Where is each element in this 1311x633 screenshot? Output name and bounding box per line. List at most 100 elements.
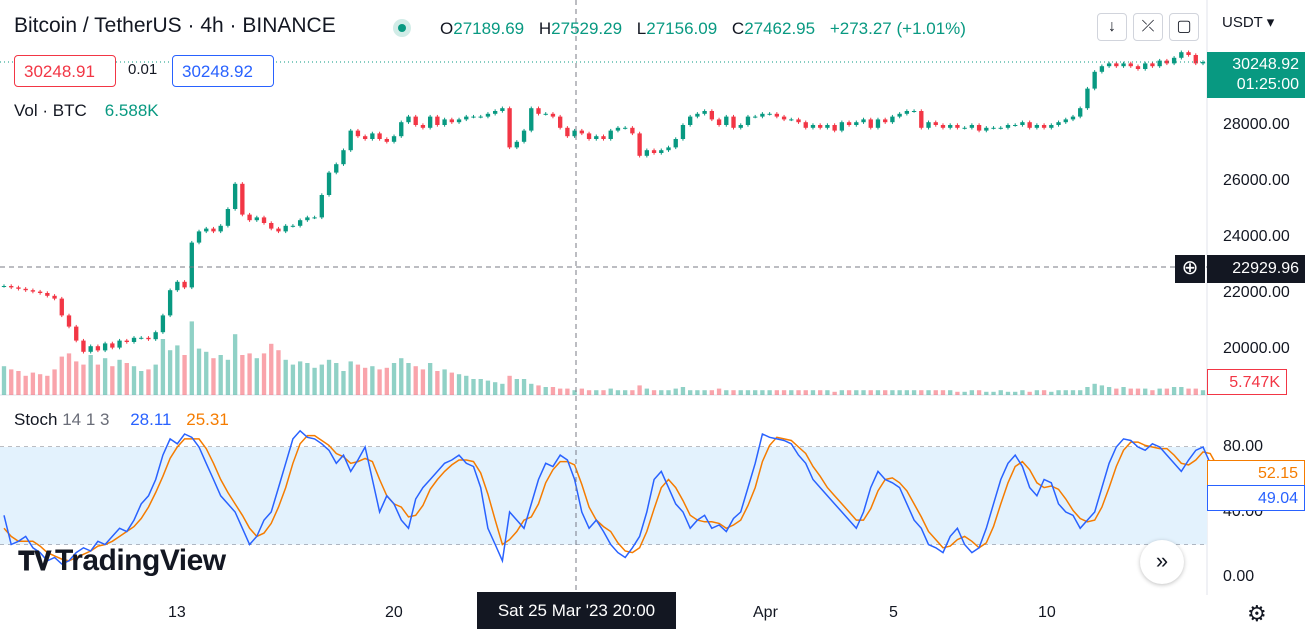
candle-body: [572, 130, 577, 137]
candle-body: [521, 130, 527, 142]
candle-body: [753, 116, 758, 118]
candle-body: [30, 290, 36, 292]
candle-body: [644, 150, 650, 156]
candle-body: [760, 113, 765, 117]
volume-bar: [521, 379, 527, 395]
volume-bar: [139, 371, 144, 395]
candle-body: [1164, 60, 1170, 64]
candle-body: [492, 111, 498, 114]
stoch-legend-params: 14 1 3: [62, 410, 110, 429]
candle-body: [449, 119, 454, 123]
candle-body: [131, 337, 137, 342]
tradingview-logo[interactable]: 𝐓𝐕 TradingView: [18, 544, 226, 578]
volume-bar: [984, 391, 989, 395]
candle-body: [175, 281, 180, 291]
volume-bar: [716, 388, 722, 395]
volume-bar: [529, 383, 534, 395]
time-axis-label: 20: [385, 604, 403, 621]
candle-body: [1085, 88, 1090, 109]
crosshair-date-tag: Sat 25 Mar '23 20:00: [477, 592, 676, 629]
candle-body: [810, 125, 816, 128]
currency-selector[interactable]: USDT ▾: [1222, 14, 1275, 31]
chart-title[interactable]: Bitcoin / TetherUS · 4h · BINANCE: [14, 14, 336, 37]
candle-body: [1027, 122, 1032, 128]
candle-body: [630, 127, 635, 134]
volume-bar: [218, 355, 223, 395]
last-price-tag: 30248.92 01:25:00: [1207, 52, 1305, 98]
candle-body: [796, 119, 801, 123]
candle-body: [774, 113, 780, 117]
candle-body: [247, 214, 252, 221]
stoch-k-tag: 49.04: [1207, 485, 1305, 511]
candle-body: [110, 343, 115, 348]
candle-body: [1150, 63, 1155, 67]
stoch-legend-k: 28.11: [130, 410, 172, 429]
candle-body: [803, 122, 808, 128]
volume-bar: [478, 379, 483, 395]
candle-body: [276, 228, 281, 232]
time-axis-label: 10: [1038, 604, 1056, 621]
volume-bar: [594, 390, 599, 395]
volume-bar: [283, 359, 288, 395]
candle-body: [478, 116, 483, 118]
volume-bar: [854, 390, 859, 395]
sell-button[interactable]: 30248.91: [14, 55, 116, 87]
candle-body: [904, 111, 910, 114]
volume-bar: [290, 364, 296, 395]
candle-body: [1121, 63, 1126, 67]
collapse-icon[interactable]: ⤫: [1133, 13, 1163, 41]
volume-bar: [1034, 390, 1040, 395]
volume-bar: [348, 361, 353, 395]
volume-bar: [608, 388, 613, 395]
volume-bar: [1200, 390, 1206, 395]
candle-body: [883, 119, 888, 123]
volume-bar: [680, 387, 686, 395]
volume-bar: [319, 364, 324, 395]
candle-body: [623, 127, 628, 129]
volume-bar: [572, 390, 577, 395]
candle-body: [998, 127, 1003, 129]
candle-body: [615, 127, 621, 131]
volume-bar: [124, 363, 129, 395]
volume-bar: [651, 390, 657, 395]
volume-bar: [1078, 390, 1083, 395]
volume-bar: [789, 390, 794, 395]
volume-bar: [753, 390, 758, 395]
volume-bar: [196, 348, 202, 395]
volume-bar: [334, 363, 339, 395]
scroll-to-realtime-button[interactable]: »: [1140, 540, 1184, 584]
add-alert-plus-icon[interactable]: ⊕: [1175, 255, 1205, 283]
candle-body: [1200, 62, 1206, 64]
candle-body: [413, 116, 418, 125]
candle-body: [23, 288, 28, 291]
volume-bar: [688, 390, 693, 395]
candle-body: [579, 130, 584, 134]
candle-body: [225, 209, 231, 226]
buy-button[interactable]: 30248.92: [172, 55, 274, 87]
volume-bar: [926, 390, 931, 395]
market-status-icon[interactable]: [393, 19, 411, 37]
volume-bar: [868, 390, 873, 395]
volume-legend[interactable]: Vol · BTC 6.588K: [14, 101, 159, 121]
candle-body: [348, 130, 353, 151]
stoch-legend[interactable]: Stoch 14 1 3 28.11 25.31: [14, 410, 229, 430]
fullscreen-icon[interactable]: ▢: [1169, 13, 1199, 41]
price-axis-label: 20000.00: [1223, 340, 1290, 357]
arrow-down-icon[interactable]: ↓: [1097, 13, 1127, 41]
candle-body: [377, 133, 382, 139]
candle-body: [716, 119, 722, 125]
volume-bar: [110, 366, 115, 395]
candles: [1, 50, 1206, 354]
gear-icon[interactable]: ⚙: [1247, 601, 1267, 626]
volume-bar: [74, 361, 79, 395]
volume-bar: [435, 371, 440, 395]
volume-bar: [500, 383, 505, 395]
volume-bar: [1179, 387, 1184, 395]
candle-body: [1157, 60, 1162, 67]
volume-bar: [976, 390, 982, 395]
volume-bar: [659, 390, 664, 395]
volume-bar: [492, 382, 498, 395]
volume-bar: [673, 388, 678, 395]
candle-body: [1092, 71, 1097, 89]
